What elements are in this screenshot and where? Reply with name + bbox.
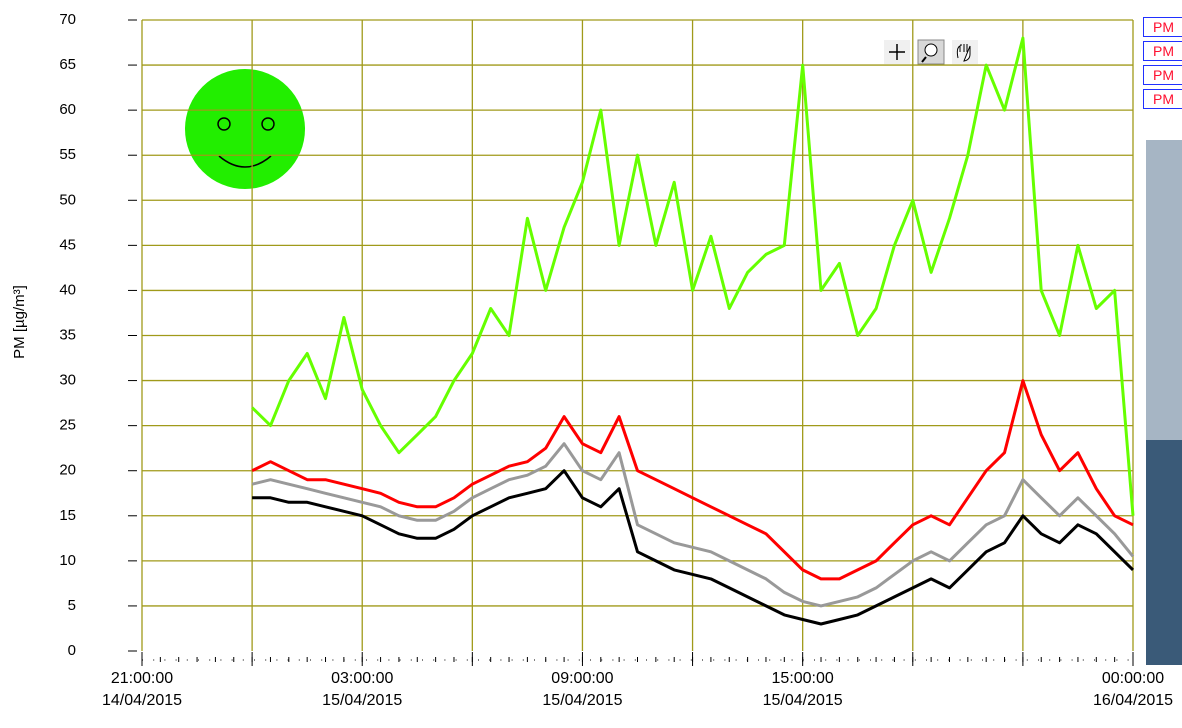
y-tick-label: 45 [59, 236, 76, 253]
x-tick-label: 00:00:00 16/04/2015 [1092, 670, 1174, 709]
side-panel-overlay [1146, 140, 1182, 440]
y-tick-label: 35 [59, 326, 76, 343]
x-tick-label: 09:00:00 15/04/2015 [542, 670, 623, 709]
y-tick-label: 70 [59, 11, 76, 28]
y-axis-label: PM [µg/m³] [11, 285, 28, 359]
grid [141, 19, 1134, 651]
data-line [251, 379, 1134, 581]
data-line [251, 442, 1135, 608]
legend-entry: PM [1143, 65, 1182, 85]
data-line [251, 36, 1135, 516]
y-tick-label: 55 [59, 146, 76, 163]
y-tick-label: 25 [59, 417, 76, 434]
y-tick-label: 65 [59, 56, 76, 73]
legend-entry: PM [1143, 89, 1182, 109]
y-tick-label: 40 [59, 281, 76, 298]
y-tick-label: 5 [68, 597, 76, 614]
legend-entry: PM [1143, 41, 1182, 61]
x-tick-label: 21:00:00 14/04/2015 [101, 670, 183, 709]
y-tick-label: 15 [59, 507, 76, 524]
toolbar [884, 39, 978, 65]
zoom-tool[interactable] [917, 39, 945, 65]
y-tick-label: 60 [59, 101, 76, 118]
y-tick-label: 30 [59, 372, 76, 389]
x-tick-label: 03:00:00 15/04/2015 [322, 670, 403, 709]
y-tick-label: 10 [59, 552, 76, 569]
y-tick-label: 0 [68, 642, 76, 659]
y-tick-label: 20 [59, 462, 76, 479]
data-line [252, 469, 1135, 626]
crosshair-tool[interactable] [884, 40, 910, 64]
status-smiley [185, 69, 305, 189]
pan-tool[interactable] [952, 40, 978, 64]
legend-entry: PM [1143, 17, 1182, 37]
y-tick-label: 50 [59, 191, 76, 208]
x-tick-label: 15:00:00 15/04/2015 [762, 670, 843, 709]
